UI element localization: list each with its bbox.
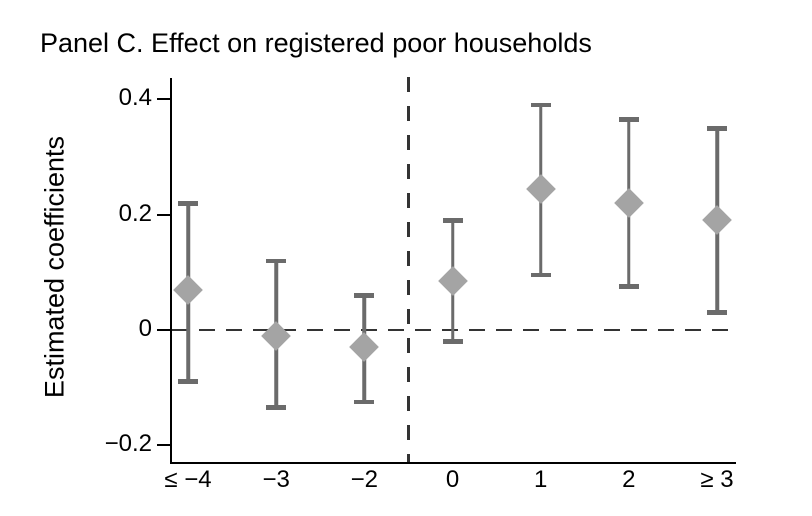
- error-bar-cap-top: [354, 293, 375, 298]
- y-tick-mark: [157, 98, 170, 101]
- y-tick-mark: [157, 444, 170, 447]
- x-tick-label: −2: [350, 466, 379, 493]
- x-tick-label: ≤ −4: [164, 466, 212, 493]
- error-bar-cap-bottom: [178, 379, 198, 384]
- panel-title: Panel C. Effect on registered poor house…: [40, 28, 592, 58]
- y-axis-label: Estimated coefficients: [39, 135, 70, 399]
- error-bar-cap-bottom: [442, 339, 463, 344]
- error-bar-cap-bottom: [707, 310, 728, 315]
- y-axis-line: [170, 78, 172, 464]
- coefficient-marker: [702, 205, 732, 236]
- coefficient-marker: [349, 332, 380, 363]
- error-bar-cap-top: [442, 218, 463, 223]
- error-bar-cap-top: [530, 102, 551, 108]
- error-bar-cap-top: [618, 117, 639, 122]
- error-bar-cap-top: [266, 258, 287, 264]
- x-tick-label: −3: [262, 466, 290, 493]
- error-bar-cap-top: [178, 201, 198, 206]
- error-bar-cap-bottom: [530, 272, 551, 278]
- treatment-start-line: [407, 77, 410, 462]
- x-tick-label: 0: [445, 466, 460, 493]
- y-tick-label: −0.2: [104, 430, 152, 458]
- error-bar-cap-top: [707, 126, 728, 131]
- x-tick-label: 1: [533, 466, 548, 493]
- coefficient-marker: [173, 274, 203, 305]
- error-bar-cap-bottom: [266, 405, 287, 410]
- x-axis-line: [170, 462, 736, 464]
- y-tick-mark: [157, 329, 170, 331]
- y-tick-label: 0.2: [118, 199, 152, 227]
- coefficient-marker: [525, 173, 556, 204]
- error-bar-cap-bottom: [618, 284, 639, 289]
- coefficient-marker: [437, 266, 468, 296]
- x-tick-label: ≥ 3: [700, 466, 734, 493]
- x-tick-label: 2: [622, 466, 636, 493]
- coefficient-marker: [613, 188, 644, 218]
- error-bar-cap-bottom: [354, 399, 375, 405]
- y-tick-label: 0.4: [118, 84, 152, 112]
- y-tick-mark: [157, 213, 170, 216]
- coefficient-marker: [261, 320, 292, 351]
- y-tick-label: 0: [138, 314, 152, 342]
